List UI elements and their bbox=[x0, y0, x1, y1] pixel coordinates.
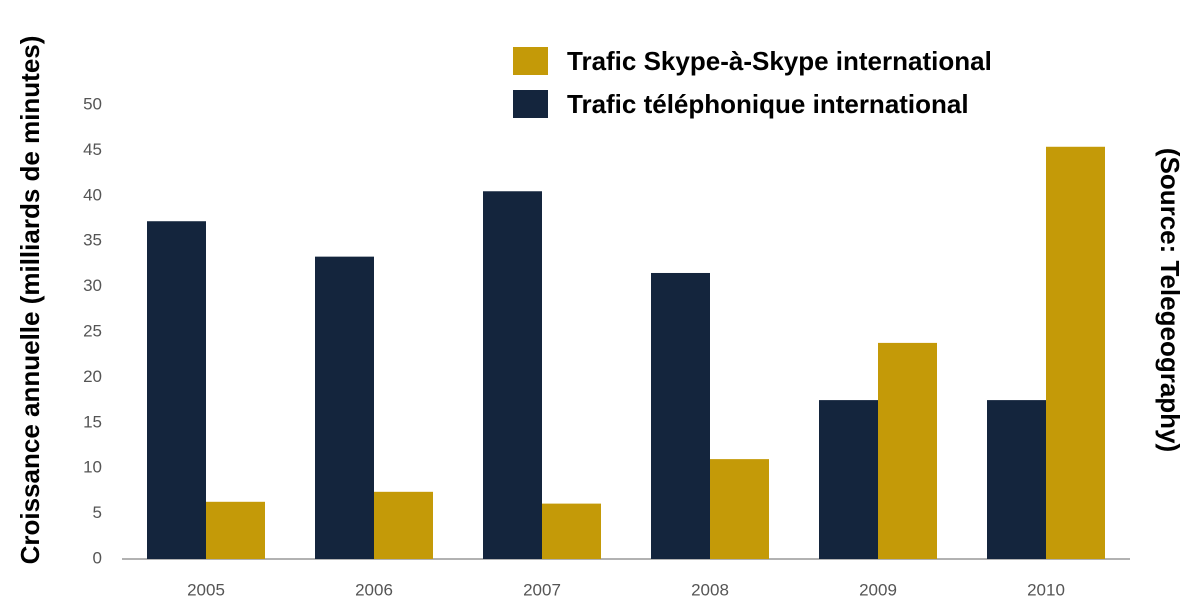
y-tick-label: 20 bbox=[83, 367, 102, 386]
bar bbox=[987, 400, 1046, 559]
bar bbox=[374, 491, 433, 559]
bar bbox=[878, 342, 937, 559]
legend-swatch bbox=[513, 90, 548, 118]
bar bbox=[1046, 146, 1105, 559]
x-tick-label: 2005 bbox=[187, 580, 225, 599]
x-tick-label: 2006 bbox=[355, 580, 393, 599]
legend-swatch bbox=[513, 47, 548, 75]
y-axis-title: Croissance annuelle (milliards de minute… bbox=[15, 36, 45, 565]
legend-label: Trafic téléphonique international bbox=[567, 89, 969, 119]
y-tick-label: 45 bbox=[83, 140, 102, 159]
source: (Source: Telegeography) bbox=[1155, 148, 1185, 452]
x-tick-label: 2007 bbox=[523, 580, 561, 599]
y-tick-label: 5 bbox=[93, 503, 102, 522]
y-tick-label: 50 bbox=[83, 94, 102, 113]
x-tick-label: 2008 bbox=[691, 580, 729, 599]
y-tick-label: 35 bbox=[83, 231, 102, 250]
bar bbox=[542, 503, 601, 559]
bar bbox=[483, 191, 542, 559]
y-tick-label: 0 bbox=[93, 548, 102, 567]
legend-label: Trafic Skype-à-Skype international bbox=[567, 46, 992, 76]
x-tick-label: 2009 bbox=[859, 580, 897, 599]
y-tick-label: 30 bbox=[83, 276, 102, 295]
y-tick-label: 25 bbox=[83, 321, 102, 340]
x-tick-label: 2010 bbox=[1027, 580, 1065, 599]
bar bbox=[710, 459, 769, 559]
y-tick-label: 10 bbox=[83, 458, 102, 477]
bar bbox=[819, 400, 878, 559]
bar bbox=[651, 272, 710, 559]
y-tick-label: 15 bbox=[83, 412, 102, 431]
bar bbox=[315, 256, 374, 559]
bar bbox=[206, 501, 265, 559]
y-tick-label: 40 bbox=[83, 185, 102, 204]
bar bbox=[147, 221, 206, 559]
